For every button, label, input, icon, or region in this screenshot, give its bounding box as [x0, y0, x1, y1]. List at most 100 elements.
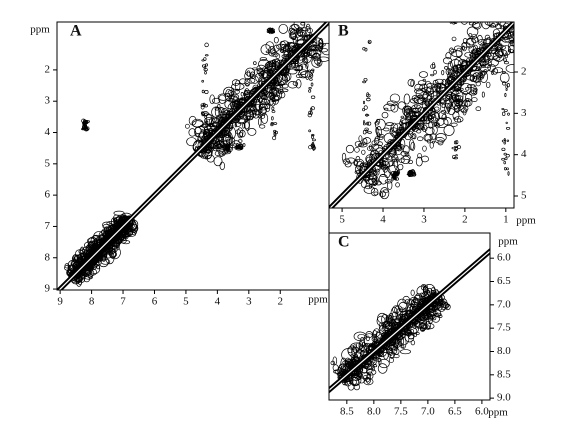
contour	[407, 173, 412, 176]
contour	[447, 68, 455, 75]
y-tick-label: 7	[45, 220, 51, 232]
contour	[452, 154, 456, 160]
contour	[434, 303, 443, 309]
contour	[273, 82, 276, 86]
contour	[384, 323, 393, 330]
contour	[363, 377, 374, 386]
contour	[74, 254, 83, 261]
x-tick-label: 5	[339, 214, 345, 226]
contour	[412, 133, 417, 140]
contour	[570, 38, 572, 42]
contour	[390, 307, 399, 321]
contour	[428, 111, 440, 124]
contour	[289, 28, 298, 40]
contour	[455, 140, 459, 145]
contour	[406, 304, 414, 316]
contour	[283, 74, 290, 83]
contour	[373, 137, 380, 145]
contour	[113, 210, 125, 216]
contour	[305, 70, 310, 80]
contour	[482, 59, 492, 69]
contour	[567, 54, 570, 58]
contour	[409, 296, 419, 307]
contour	[370, 149, 379, 156]
contour	[258, 103, 268, 111]
contour	[408, 110, 415, 117]
contour	[273, 44, 280, 52]
contour	[505, 153, 510, 158]
contour	[372, 330, 378, 337]
contour	[566, 154, 568, 156]
contour	[414, 112, 420, 116]
spectrum	[329, 38, 572, 394]
y-tick-label: 6.0	[497, 252, 511, 264]
contour	[405, 306, 411, 315]
contour	[255, 99, 261, 112]
contour	[495, 47, 504, 58]
contour	[462, 109, 467, 116]
contour	[245, 107, 252, 115]
contour	[501, 36, 510, 43]
contour	[224, 143, 228, 147]
contour	[358, 345, 367, 351]
contour	[421, 87, 432, 93]
contour	[503, 61, 509, 65]
contour	[410, 80, 414, 88]
contour	[569, 124, 572, 128]
contour	[507, 49, 514, 53]
contour	[359, 337, 366, 347]
contour	[231, 83, 245, 91]
contour	[350, 374, 362, 386]
contour	[356, 372, 364, 378]
contour	[381, 111, 389, 119]
contour	[383, 103, 396, 112]
contour	[218, 151, 224, 158]
contour	[397, 298, 407, 311]
contour	[307, 112, 312, 118]
y-tick-label: 7.5	[497, 322, 511, 334]
contour	[271, 28, 275, 31]
contour	[569, 150, 571, 153]
contour	[484, 34, 491, 40]
contour	[368, 343, 374, 348]
contour	[367, 343, 374, 352]
contour	[361, 157, 364, 159]
contour	[200, 103, 205, 107]
contour	[564, 61, 566, 64]
contour	[115, 239, 121, 248]
contour	[501, 147, 506, 151]
x-tick-label: 6.0	[475, 406, 489, 418]
contour	[269, 92, 275, 95]
contour	[379, 187, 390, 200]
contour	[83, 122, 86, 127]
contour	[432, 313, 437, 321]
contour	[455, 88, 460, 92]
contour	[447, 61, 453, 71]
x-tick-label: 6	[152, 296, 158, 308]
contour	[511, 39, 514, 44]
contour	[269, 97, 276, 107]
contour	[502, 111, 506, 116]
contour	[365, 113, 369, 117]
contour	[358, 148, 362, 151]
contour	[393, 158, 398, 169]
contour	[236, 145, 241, 148]
contour	[400, 155, 411, 165]
contour	[272, 135, 277, 141]
contour	[395, 335, 405, 340]
panel-letter: B	[338, 23, 349, 40]
contour	[362, 155, 365, 157]
contour	[503, 152, 507, 156]
contour	[367, 39, 372, 44]
contour	[390, 171, 395, 176]
contour	[237, 127, 244, 139]
contour	[221, 151, 226, 156]
contour	[412, 107, 422, 113]
contour	[84, 127, 89, 132]
contour	[397, 101, 406, 110]
contour	[363, 137, 372, 144]
contour	[266, 68, 274, 77]
contour	[77, 279, 83, 285]
contour	[367, 121, 372, 126]
contour	[434, 312, 442, 317]
